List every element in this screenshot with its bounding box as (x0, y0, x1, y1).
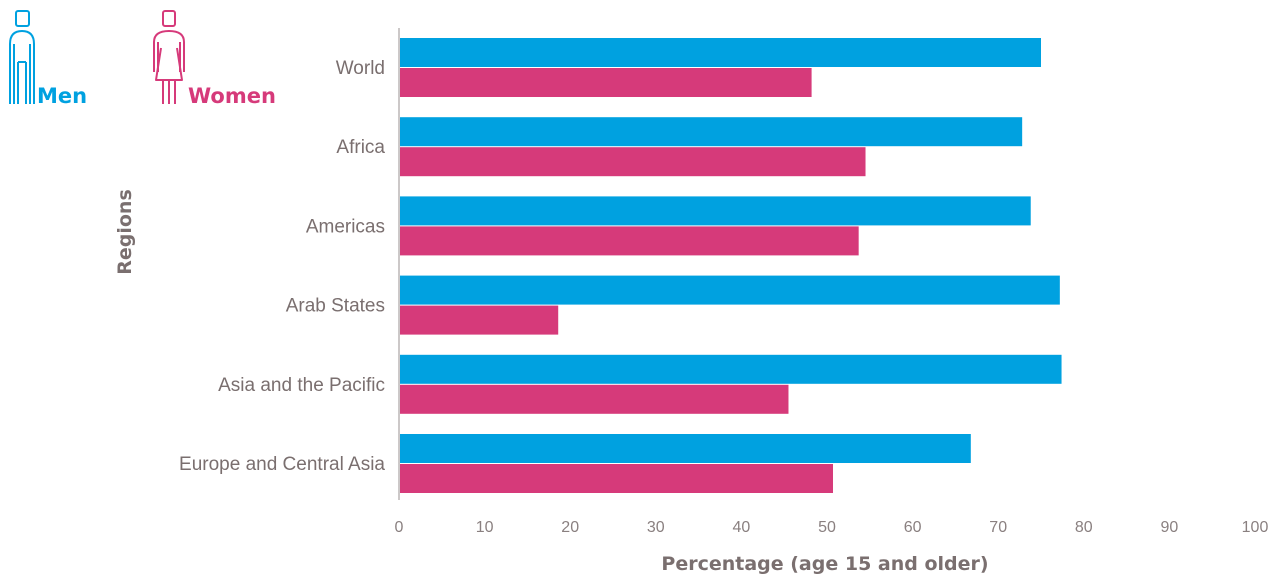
x-tick-label-90: 90 (1161, 519, 1179, 536)
bar-men-americas (400, 196, 1031, 225)
x-tick-label-70: 70 (989, 519, 1007, 536)
x-tick-label-60: 60 (904, 519, 922, 536)
x-axis-title: Percentage (age 15 and older) (661, 553, 988, 575)
category-label-europe-and-central-asia: Europe and Central Asia (179, 454, 385, 475)
x-tick-label-40: 40 (733, 519, 751, 536)
bar-men-africa (400, 117, 1022, 146)
bar-women-europe-and-central-asia (400, 464, 833, 493)
y-axis-title: Regions (114, 189, 136, 275)
x-tick-label-30: 30 (647, 519, 665, 536)
bar-men-europe-and-central-asia (400, 434, 971, 463)
x-tick-label-50: 50 (818, 519, 836, 536)
bar-men-world (400, 38, 1041, 67)
legend-label-women: Women (188, 84, 276, 108)
woman-icon (154, 11, 184, 104)
x-axis-ticks: 0 10 20 30 40 50 60 70 80 90 100 (395, 519, 1269, 536)
bar-women-arab-states (400, 306, 558, 335)
legend-label-men: Men (37, 84, 87, 108)
bar-men-asia-and-the-pacific (400, 355, 1062, 384)
x-tick-label-80: 80 (1075, 519, 1093, 536)
category-label-world: World (336, 58, 385, 79)
category-label-asia-and-the-pacific: Asia and the Pacific (218, 375, 385, 396)
bar-women-asia-and-the-pacific (400, 385, 788, 414)
legend: Men Women (10, 11, 276, 108)
x-tick-label-100: 100 (1242, 519, 1269, 536)
x-tick-label-0: 0 (395, 519, 404, 536)
bar-women-world (400, 68, 812, 97)
category-label-arab-states: Arab States (286, 296, 385, 317)
bar-area (400, 38, 1062, 493)
category-labels: World Africa Americas Arab States Asia and t… (179, 58, 385, 475)
bar-men-arab-states (400, 276, 1060, 305)
man-icon (10, 11, 34, 104)
x-tick-label-20: 20 (561, 519, 579, 536)
category-label-africa: Africa (336, 137, 385, 158)
category-label-americas: Americas (306, 216, 385, 237)
bar-women-africa (400, 147, 866, 176)
bar-women-americas (400, 226, 859, 255)
x-tick-label-10: 10 (476, 519, 494, 536)
